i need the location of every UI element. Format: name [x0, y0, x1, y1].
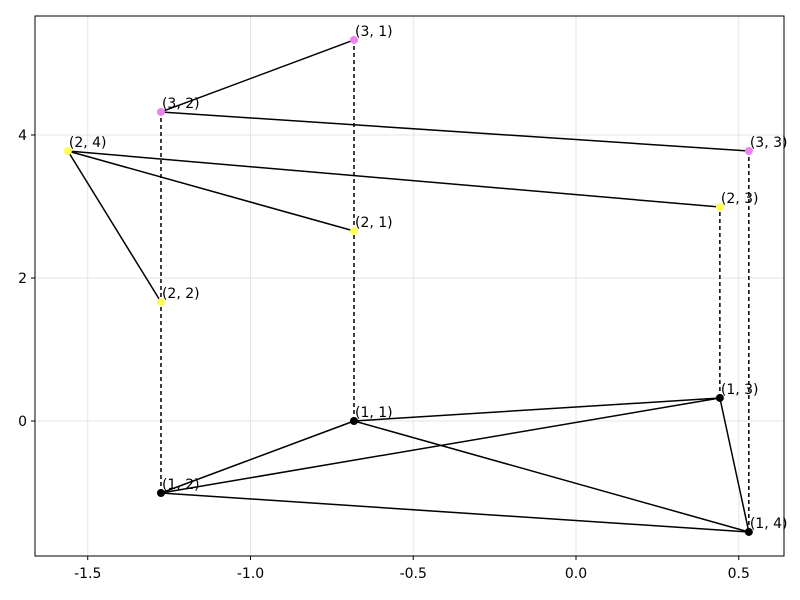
- node: [715, 393, 724, 402]
- edge: [160, 111, 749, 152]
- edge: [160, 397, 721, 494]
- node-label: (2, 1): [355, 215, 393, 231]
- node-label: (3, 1): [355, 24, 393, 40]
- node: [156, 489, 165, 498]
- edge: [160, 492, 749, 533]
- node: [350, 417, 359, 425]
- edge: [160, 39, 355, 113]
- edge: [353, 397, 720, 422]
- node: [715, 202, 724, 211]
- edge: [160, 420, 355, 494]
- x-tick-label: -1.0: [237, 566, 264, 582]
- x-tick-label: -1.5: [74, 566, 101, 582]
- edge: [67, 150, 355, 232]
- y-tick-label: 2: [18, 271, 27, 287]
- node-label: (1, 1): [355, 405, 393, 421]
- node: [63, 147, 72, 155]
- node-label: (2, 2): [162, 286, 200, 302]
- y-tick-label: 0: [18, 414, 27, 430]
- x-tick-label: 0.0: [565, 566, 587, 582]
- edge: [353, 420, 750, 533]
- node-label: (3, 2): [162, 96, 200, 112]
- node-label: (2, 3): [721, 191, 759, 207]
- node: [350, 227, 359, 236]
- edge: [67, 150, 162, 303]
- node-label: (1, 3): [721, 382, 759, 398]
- node: [156, 107, 165, 116]
- node: [744, 147, 753, 155]
- edge: [67, 150, 720, 208]
- edge: [719, 397, 750, 533]
- node-label: (1, 2): [162, 477, 200, 493]
- node: [744, 527, 753, 536]
- y-tick-label: 4: [18, 128, 27, 144]
- node: [350, 35, 359, 44]
- plot-frame: [34, 15, 785, 557]
- node-label: (1, 4): [750, 516, 788, 532]
- node-label: (2, 4): [69, 135, 107, 151]
- x-tick-label: 0.5: [728, 566, 750, 582]
- node: [156, 298, 165, 307]
- node-label: (3, 3): [750, 135, 788, 151]
- x-tick-label: -0.5: [400, 566, 427, 582]
